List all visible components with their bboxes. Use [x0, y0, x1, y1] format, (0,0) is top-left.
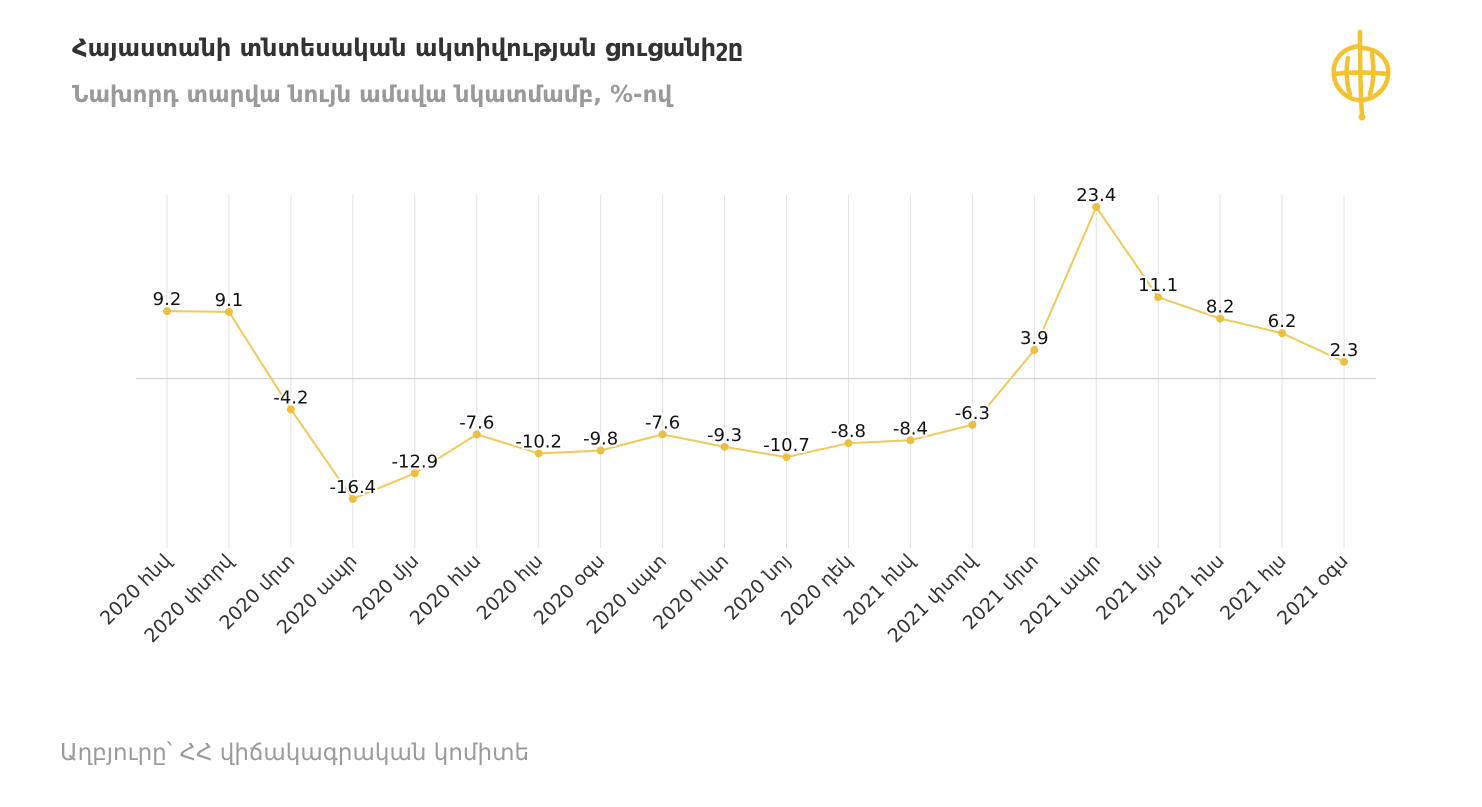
data-point — [720, 442, 729, 451]
data-point — [348, 494, 357, 503]
data-label: -7.6 — [645, 412, 680, 433]
data-point — [410, 469, 419, 478]
data-point — [844, 439, 853, 448]
data-label: -7.6 — [459, 412, 494, 433]
data-label: 9.2 — [153, 289, 182, 310]
data-point — [658, 430, 667, 439]
data-point — [782, 453, 791, 462]
data-label: 8.2 — [1206, 296, 1235, 317]
data-label: 3.9 — [1020, 328, 1049, 349]
source-note: Աղբյուրը՝ ՀՀ վիճակագրական կոմիտե — [60, 740, 530, 766]
data-point — [163, 307, 171, 316]
data-label: 6.2 — [1268, 311, 1297, 332]
data-label: -8.8 — [831, 421, 866, 442]
data-point — [1030, 346, 1039, 355]
data-point — [1340, 357, 1349, 366]
data-label: 9.1 — [215, 290, 244, 311]
data-point — [1278, 329, 1287, 338]
circle-logo-icon — [1331, 29, 1391, 121]
data-point — [906, 436, 915, 445]
data-label: 2.3 — [1330, 340, 1359, 361]
chart-title: Հայաստանի տնտեսական ակտիվության ցուցանիշ… — [72, 34, 744, 62]
data-label: -9.3 — [707, 425, 742, 446]
chart-subtitle: Նախորդ տարվա նույն ամսվա նկատմամբ, %-ով — [72, 82, 673, 108]
data-point — [968, 420, 977, 429]
data-label: 23.4 — [1076, 185, 1116, 206]
data-point — [1092, 203, 1101, 211]
data-point — [534, 449, 543, 458]
data-label: -9.8 — [583, 429, 618, 450]
data-label: -6.3 — [955, 403, 990, 424]
line-chart: 9.2 9.1 -4.2 -16.4 -12.9 -7.6 -10.2 -9.8 -7.6 -9.… — [96, 183, 1376, 647]
data-label: -10.7 — [763, 435, 810, 456]
data-point — [596, 446, 605, 455]
data-point — [1154, 293, 1163, 302]
data-point — [1216, 314, 1225, 323]
data-label: -8.4 — [893, 418, 928, 439]
data-label: -4.2 — [273, 387, 308, 408]
data-label: -16.4 — [330, 477, 377, 498]
data-point — [286, 405, 295, 414]
data-point — [472, 430, 481, 439]
series-line — [166, 204, 1345, 501]
data-label: 11.1 — [1138, 275, 1178, 296]
data-label: -12.9 — [392, 451, 439, 472]
data-label: -10.2 — [515, 431, 562, 452]
data-point — [224, 307, 233, 316]
